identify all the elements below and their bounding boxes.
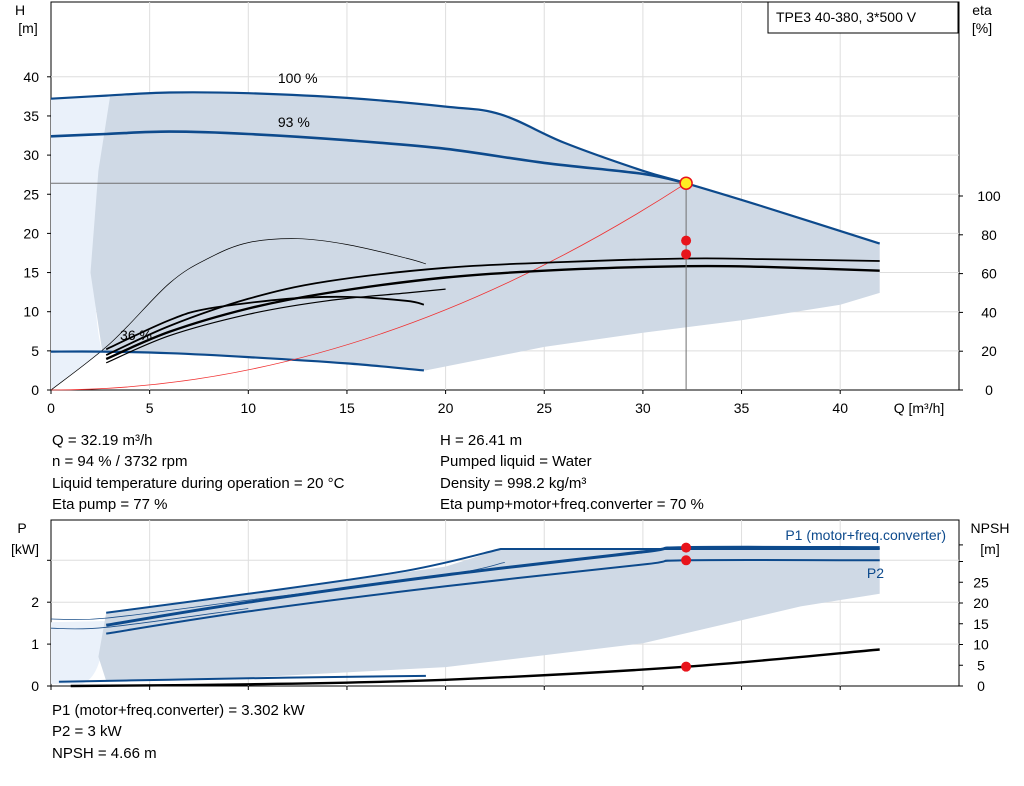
title-box	[767, 1, 959, 34]
p-ref-curve-2	[50, 608, 249, 630]
eta-y-tick-label: 60	[981, 266, 997, 282]
head-x-tick-label: 15	[339, 400, 355, 416]
head-y-tick-label: 5	[31, 343, 39, 359]
info-liquid: Pumped liquid = Water	[440, 453, 592, 471]
eta-y-tick-label: 0	[985, 382, 993, 398]
p2-point	[681, 555, 692, 566]
info-eta-total: Eta pump+motor+freq.converter = 70 %	[440, 495, 704, 513]
npsh-y-tick-label: 10	[973, 637, 989, 653]
info-bottom: P1 (motor+freq.converter) = 3.302 kW P2 …	[52, 700, 305, 764]
npsh-y-axis-label: NPSH	[971, 520, 1010, 536]
speed-label: 100 %	[278, 70, 318, 86]
info-p2: P2 = 3 kW	[52, 723, 122, 741]
info-npsh: NPSH = 4.66 m	[52, 744, 157, 762]
npsh-y-axis-unit: [m]	[980, 541, 999, 557]
head-y-axis-unit: [m]	[18, 20, 37, 36]
eta-max-curve	[50, 238, 427, 391]
legend-p1: P1 (motor+freq.converter)	[785, 527, 946, 543]
npsh-y-tick-label: 20	[973, 595, 989, 611]
info-temperature: Liquid temperature during operation = 20…	[52, 474, 345, 492]
eta-pump-point	[681, 235, 692, 246]
power-operating-range	[98, 547, 880, 681]
head-x-tick-label: 30	[635, 400, 651, 416]
head-x-axis-label: Q [m³/h]	[894, 400, 945, 416]
head-y-tick-label: 30	[23, 147, 39, 163]
eta-y-tick-label: 40	[981, 304, 997, 320]
head-low-flow-band	[51, 95, 115, 390]
power-y-tick-label: 2	[31, 594, 39, 610]
duty-point	[679, 176, 693, 190]
head-y-tick-label: 10	[23, 304, 39, 320]
info-left: Q = 32.19 m³/h n = 94 % / 3732 rpm Liqui…	[52, 430, 344, 515]
p1-point	[681, 542, 692, 553]
legend-p2: P2	[867, 565, 884, 581]
npsh-curve	[70, 648, 880, 688]
head-x-tick-label: 40	[832, 400, 848, 416]
speed-label: 93 %	[278, 114, 310, 130]
power-y-axis-unit: [kW]	[11, 541, 39, 557]
p-curve-36	[58, 674, 426, 683]
head-y-tick-label: 35	[23, 108, 39, 124]
power-low-flow-band	[51, 621, 107, 684]
p-curve-100	[106, 547, 880, 614]
head-x-tick-label: 35	[734, 400, 750, 416]
title-text: TPE3 40-380, 3*500 V	[776, 9, 917, 25]
eta-y-axis-unit: [%]	[972, 20, 992, 36]
eta-mid-curve	[105, 288, 446, 364]
info-eta-pump: Eta pump = 77 %	[52, 495, 168, 513]
npsh-y-tick-label: 0	[977, 678, 985, 694]
head-x-tick-label: 0	[47, 400, 55, 416]
npsh-y-tick-label: 25	[973, 574, 989, 590]
power-y-tick-label: 1	[31, 636, 39, 652]
eta-low-speed-curve	[105, 295, 425, 351]
power-y-tick-label: 0	[31, 678, 39, 694]
head-curve-36	[50, 350, 424, 372]
power-y-axis-label: P	[17, 520, 26, 536]
head-x-tick-label: 25	[536, 400, 552, 416]
head-chart: 100 % 93 % 36 % TPE3 40-380, 3*500 V 0 5 10 15 2…	[15, 1, 1001, 416]
eta-total-point	[681, 249, 692, 260]
head-y-tick-label: 40	[23, 69, 39, 85]
npsh-y-tick-label: 5	[977, 657, 985, 673]
head-curve-100	[50, 91, 881, 245]
info-density: Density = 998.2 kg/m³	[440, 474, 587, 492]
info-p1: P1 (motor+freq.converter) = 3.302 kW	[52, 702, 305, 719]
head-y-tick-label: 25	[23, 186, 39, 202]
eta-y-axis-label: eta	[972, 2, 992, 18]
eta-y-tick-label: 20	[981, 343, 997, 359]
head-y-tick-label: 20	[23, 225, 39, 241]
head-x-tick-label: 10	[241, 400, 257, 416]
head-y-axis-label: H	[15, 2, 25, 18]
eta-y-tick-label: 80	[981, 227, 997, 243]
info-head: H = 26.41 m	[440, 432, 523, 449]
system-curve	[50, 182, 687, 391]
speed-label: 36 %	[120, 327, 152, 343]
head-y-tick-label: 0	[31, 382, 39, 398]
info-right: H = 26.41 m Pumped liquid = Water Densit…	[440, 430, 704, 515]
eta-total-curve	[105, 264, 880, 361]
head-x-tick-label: 20	[438, 400, 454, 416]
p2-curve	[106, 558, 880, 635]
power-chart: P1 (motor+freq.converter) P2 0 1 2 P [kW] 0 5 10 1…	[11, 519, 1010, 694]
npsh-point	[681, 661, 692, 672]
info-flow: Q = 32.19 m³/h	[52, 432, 153, 449]
info-speed: n = 94 % / 3732 rpm	[52, 453, 188, 471]
p1-curve	[105, 545, 880, 627]
head-x-tick-label: 5	[146, 400, 154, 416]
eta-pump-curve	[105, 257, 880, 356]
eta-y-tick-label: 100	[977, 188, 1001, 204]
head-y-tick-label: 15	[23, 265, 39, 281]
npsh-y-tick-label: 15	[973, 616, 989, 632]
head-curve-93	[50, 130, 687, 185]
